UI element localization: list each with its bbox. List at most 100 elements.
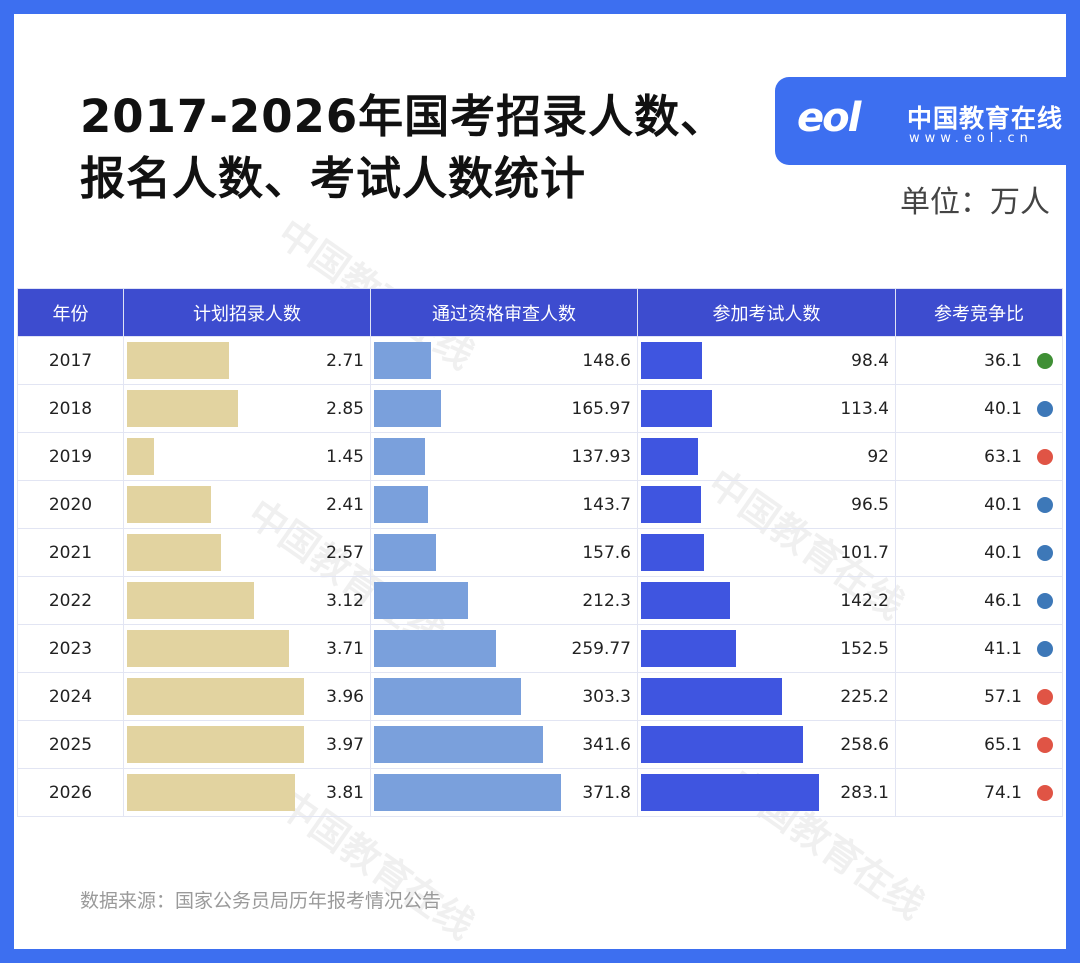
year-cell: 2024 bbox=[17, 672, 124, 721]
exam-value: 98.4 bbox=[851, 350, 889, 371]
plan-cell: 3.12 bbox=[123, 576, 371, 625]
review-cell: 143.7 bbox=[370, 480, 638, 529]
plan-bar bbox=[127, 582, 254, 619]
ratio-cell: 41.1 bbox=[895, 624, 1063, 673]
ratio-cell: 36.1 bbox=[895, 336, 1063, 385]
ratio-value: 63.1 bbox=[984, 446, 1022, 467]
ratio-cell: 40.1 bbox=[895, 480, 1063, 529]
review-cell: 341.6 bbox=[370, 720, 638, 769]
year-cell: 2017 bbox=[17, 336, 124, 385]
review-cell: 157.6 bbox=[370, 528, 638, 577]
exam-value: 283.1 bbox=[840, 782, 889, 803]
status-dot-icon bbox=[1037, 545, 1053, 561]
ratio-value: 65.1 bbox=[984, 734, 1022, 755]
ratio-value: 74.1 bbox=[984, 782, 1022, 803]
plan-value: 3.97 bbox=[326, 734, 364, 755]
ratio-cell: 74.1 bbox=[895, 768, 1063, 817]
review-cell: 137.93 bbox=[370, 432, 638, 481]
ratio-value: 41.1 bbox=[984, 638, 1022, 659]
review-bar bbox=[374, 582, 469, 619]
review-value: 212.3 bbox=[582, 590, 631, 611]
ratio-value: 46.1 bbox=[984, 590, 1022, 611]
review-value: 137.93 bbox=[571, 446, 631, 467]
ratio-cell: 65.1 bbox=[895, 720, 1063, 769]
status-dot-icon bbox=[1037, 641, 1053, 657]
plan-cell: 2.41 bbox=[123, 480, 371, 529]
exam-cell: 258.6 bbox=[637, 720, 896, 769]
table-row: 2021 2.57 157.6 101.7 40.1 bbox=[17, 528, 1063, 577]
plan-cell: 3.81 bbox=[123, 768, 371, 817]
table-row: 2017 2.71 148.6 98.4 36.1 bbox=[17, 336, 1063, 385]
infographic: 中国教育在线 中国教育在线 中国教育在线 中国教育在线 中国教育在线 2017-… bbox=[14, 14, 1066, 949]
exam-bar bbox=[641, 774, 819, 811]
ratio-cell: 40.1 bbox=[895, 384, 1063, 433]
exam-cell: 98.4 bbox=[637, 336, 896, 385]
review-value: 303.3 bbox=[582, 686, 631, 707]
plan-cell: 3.71 bbox=[123, 624, 371, 673]
column-header: 参加考试人数 bbox=[637, 288, 896, 337]
review-bar bbox=[374, 534, 437, 571]
review-bar bbox=[374, 678, 521, 715]
review-bar bbox=[374, 774, 561, 811]
plan-bar bbox=[127, 486, 212, 523]
review-value: 148.6 bbox=[582, 350, 631, 371]
exam-bar bbox=[641, 630, 737, 667]
review-value: 259.77 bbox=[571, 638, 631, 659]
column-header: 年份 bbox=[17, 288, 124, 337]
ratio-value: 40.1 bbox=[984, 398, 1022, 419]
table-row: 2022 3.12 212.3 142.2 46.1 bbox=[17, 576, 1063, 625]
plan-value: 1.45 bbox=[326, 446, 364, 467]
plan-cell: 2.71 bbox=[123, 336, 371, 385]
table-row: 2018 2.85 165.97 113.4 40.1 bbox=[17, 384, 1063, 433]
status-dot-icon bbox=[1037, 497, 1053, 513]
plan-value: 3.96 bbox=[326, 686, 364, 707]
status-dot-icon bbox=[1037, 593, 1053, 609]
status-dot-icon bbox=[1037, 401, 1053, 417]
table-row: 2024 3.96 303.3 225.2 57.1 bbox=[17, 672, 1063, 721]
plan-value: 3.81 bbox=[326, 782, 364, 803]
column-header: 参考竞争比 bbox=[895, 288, 1063, 337]
review-cell: 259.77 bbox=[370, 624, 638, 673]
year-cell: 2020 bbox=[17, 480, 124, 529]
exam-bar bbox=[641, 582, 730, 619]
plan-value: 3.12 bbox=[326, 590, 364, 611]
logo-mark: eol bbox=[797, 95, 861, 141]
review-cell: 148.6 bbox=[370, 336, 638, 385]
plan-bar bbox=[127, 390, 238, 427]
review-value: 157.6 bbox=[582, 542, 631, 563]
status-dot-icon bbox=[1037, 449, 1053, 465]
review-cell: 165.97 bbox=[370, 384, 638, 433]
review-value: 341.6 bbox=[582, 734, 631, 755]
year-cell: 2019 bbox=[17, 432, 124, 481]
data-table: 年份 计划招录人数 通过资格审查人数 参加考试人数 参考竞争比 2017 2.71 148.… bbox=[17, 288, 1063, 817]
title-line-2: 报名人数、考试人数统计 bbox=[80, 152, 587, 205]
ratio-value: 40.1 bbox=[984, 494, 1022, 515]
plan-cell: 1.45 bbox=[123, 432, 371, 481]
year-cell: 2026 bbox=[17, 768, 124, 817]
review-bar bbox=[374, 438, 425, 475]
ratio-value: 40.1 bbox=[984, 542, 1022, 563]
exam-value: 152.5 bbox=[840, 638, 889, 659]
review-cell: 371.8 bbox=[370, 768, 638, 817]
exam-bar bbox=[641, 726, 804, 763]
exam-cell: 96.5 bbox=[637, 480, 896, 529]
exam-cell: 92 bbox=[637, 432, 896, 481]
table-row: 2025 3.97 341.6 258.6 65.1 bbox=[17, 720, 1063, 769]
review-cell: 303.3 bbox=[370, 672, 638, 721]
ratio-value: 36.1 bbox=[984, 350, 1022, 371]
plan-value: 2.57 bbox=[326, 542, 364, 563]
column-header: 通过资格审查人数 bbox=[370, 288, 638, 337]
exam-bar bbox=[641, 534, 705, 571]
table-row: 2019 1.45 137.93 92 63.1 bbox=[17, 432, 1063, 481]
ratio-cell: 57.1 bbox=[895, 672, 1063, 721]
status-dot-icon bbox=[1037, 689, 1053, 705]
ratio-cell: 40.1 bbox=[895, 528, 1063, 577]
column-header: 计划招录人数 bbox=[123, 288, 371, 337]
table-row: 2026 3.81 371.8 283.1 74.1 bbox=[17, 768, 1063, 817]
table-row: 2020 2.41 143.7 96.5 40.1 bbox=[17, 480, 1063, 529]
exam-bar bbox=[641, 486, 701, 523]
plan-value: 2.41 bbox=[326, 494, 364, 515]
eol-logo: eol 中国教育在线 www.eol.cn bbox=[775, 77, 1066, 165]
plan-bar bbox=[127, 678, 304, 715]
title-line-1: 2017-2026年国考招录人数、 bbox=[80, 90, 727, 143]
